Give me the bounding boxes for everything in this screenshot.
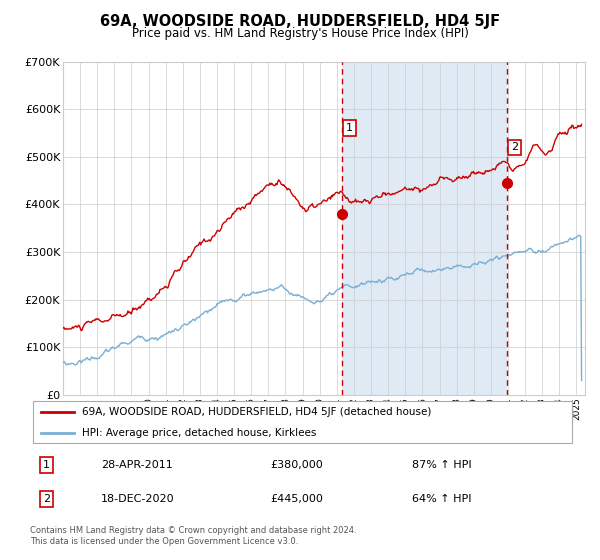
Text: 18-DEC-2020: 18-DEC-2020 xyxy=(101,494,175,503)
Text: 64% ↑ HPI: 64% ↑ HPI xyxy=(412,494,472,503)
Text: 28-APR-2011: 28-APR-2011 xyxy=(101,460,173,470)
Text: Contains HM Land Registry data © Crown copyright and database right 2024.
This d: Contains HM Land Registry data © Crown c… xyxy=(30,526,356,546)
Text: 2: 2 xyxy=(511,142,518,152)
Text: 2: 2 xyxy=(43,494,50,503)
Text: 69A, WOODSIDE ROAD, HUDDERSFIELD, HD4 5JF: 69A, WOODSIDE ROAD, HUDDERSFIELD, HD4 5J… xyxy=(100,14,500,29)
Text: 69A, WOODSIDE ROAD, HUDDERSFIELD, HD4 5JF (detached house): 69A, WOODSIDE ROAD, HUDDERSFIELD, HD4 5J… xyxy=(82,407,431,417)
Text: £445,000: £445,000 xyxy=(270,494,323,503)
Text: £380,000: £380,000 xyxy=(270,460,323,470)
Text: Price paid vs. HM Land Registry's House Price Index (HPI): Price paid vs. HM Land Registry's House … xyxy=(131,27,469,40)
Text: 1: 1 xyxy=(346,123,353,133)
Text: 87% ↑ HPI: 87% ↑ HPI xyxy=(412,460,472,470)
Text: HPI: Average price, detached house, Kirklees: HPI: Average price, detached house, Kirk… xyxy=(82,428,316,438)
Text: 1: 1 xyxy=(43,460,50,470)
Bar xyxy=(343,62,507,395)
FancyBboxPatch shape xyxy=(33,401,572,444)
